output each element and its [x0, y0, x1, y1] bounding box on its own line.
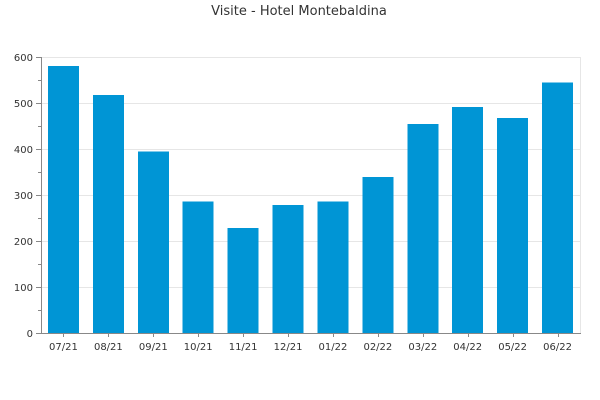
y-tick-label: 400 [14, 145, 33, 156]
x-tick-label: 01/22 [319, 342, 348, 353]
bar-02-22 [362, 177, 394, 333]
bar-05-22 [497, 118, 529, 334]
bar-09-21 [137, 151, 169, 333]
bar-07-21 [47, 66, 79, 333]
x-tick-label: 03/22 [408, 342, 437, 353]
y-tick-label: 600 [14, 53, 33, 64]
y-tick-labels: 0 100 200 300 400 500 600 [14, 53, 33, 340]
x-tick-labels: 07/21 08/21 09/21 10/21 11/21 12/21 01/22 02/22… [49, 342, 572, 353]
axes [36, 57, 581, 337]
bar-08-21 [92, 95, 124, 334]
y-tick-label: 100 [14, 283, 33, 294]
bar-10-21 [182, 201, 214, 333]
bar-11-21 [227, 228, 259, 333]
x-tick-label: 11/21 [229, 342, 258, 353]
y-tick-label: 0 [27, 329, 33, 340]
x-tick-label: 08/21 [94, 342, 123, 353]
x-tick-label: 09/21 [139, 342, 168, 353]
bar-01-22 [317, 201, 349, 333]
bar-12-21 [272, 205, 304, 333]
y-tick-label: 300 [14, 191, 33, 202]
x-tick-label: 02/22 [363, 342, 392, 353]
x-tick-label: 12/21 [274, 342, 303, 353]
y-tick-label: 200 [14, 237, 33, 248]
bar-04-22 [452, 107, 484, 333]
x-tick-label: 04/22 [453, 342, 482, 353]
bar-03-22 [407, 124, 439, 333]
y-tick-label: 500 [14, 99, 33, 110]
x-tick-label: 07/21 [49, 342, 78, 353]
x-tick-label: 05/22 [498, 342, 527, 353]
bar-06-22 [542, 82, 574, 333]
chart-title: Visite - Hotel Montebaldina [211, 4, 387, 19]
x-tick-label: 10/21 [184, 342, 213, 353]
bars [47, 66, 574, 334]
grid-lines [41, 57, 581, 333]
x-tick-label: 06/22 [543, 342, 572, 353]
